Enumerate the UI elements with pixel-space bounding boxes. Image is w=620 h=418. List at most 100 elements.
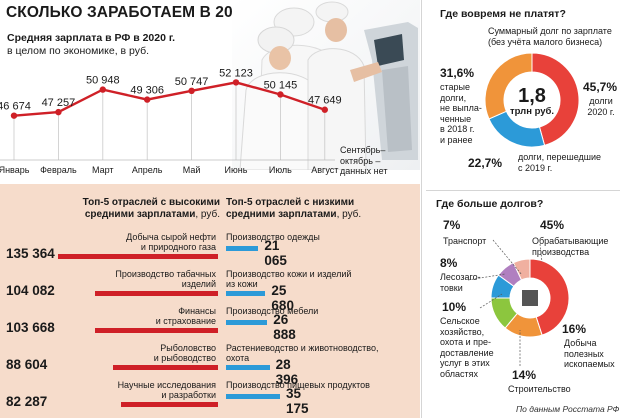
- debt-total: 1,8 трлн руб.: [504, 86, 560, 117]
- industry-label-line: Производство пищевых продуктов: [226, 380, 370, 390]
- sector-donut-chart: [490, 258, 570, 338]
- agriculture-label-line: доставление: [440, 347, 494, 358]
- month-label: Май: [183, 165, 201, 175]
- industry-label-line: и страхование: [155, 316, 216, 326]
- logging-label-line: товки: [440, 282, 463, 293]
- column-divider: [421, 0, 422, 418]
- manufacturing-label-line: производства: [532, 246, 590, 257]
- month-label: Январь: [0, 165, 30, 175]
- industry-bar: [113, 365, 218, 370]
- old-debt-label-line: в 2018 г.: [440, 124, 475, 134]
- industry-bar: [226, 365, 270, 370]
- heading-unit: , руб.: [195, 209, 220, 220]
- industry-label: Рыболовство и рыбоводство: [60, 343, 216, 363]
- slice-manufacturing: [529, 258, 570, 336]
- debt-2020-label-line: 2020 г.: [587, 106, 615, 117]
- month-label: Март: [92, 165, 114, 175]
- leader-lines: [467, 239, 543, 366]
- point-label: 50 145: [264, 79, 298, 91]
- debt-donut-chart: [484, 52, 580, 148]
- industry-value: 28 396: [275, 357, 299, 387]
- industry-label-line: Производство мебели: [226, 306, 319, 316]
- center-square: [522, 290, 538, 306]
- industry-label: Производство кожи и изделий из кожи: [226, 269, 416, 289]
- industry-value: 25 680: [271, 283, 294, 313]
- mining-label-line: ископаемых: [564, 359, 615, 369]
- industry-bar: [94, 291, 218, 296]
- high-salary-heading: Топ-5 отраслей с высокими средними зарпл…: [60, 197, 220, 221]
- industry-label-line: Рыболовство: [160, 343, 216, 353]
- debt-2019-label-line: долги, перешедшие: [518, 152, 602, 162]
- industry-label-line: Добыча сырой нефти: [126, 232, 216, 242]
- mining-pct: 16%: [562, 322, 587, 336]
- debt-2020-label-line: долги: [589, 96, 613, 106]
- debt-total-unit: трлн руб.: [509, 106, 555, 117]
- salary-point: [10, 112, 18, 119]
- industry-bar: [226, 394, 280, 399]
- page-title: СКОЛЬКО ЗАРАБОТАЕМ В 2020-М?: [6, 4, 278, 21]
- source-note: По данным Росстата РФ: [516, 404, 620, 414]
- debt-subtitle: Суммарный долг по зарплате (без учёта ма…: [488, 26, 618, 47]
- old-debt-label-line: долги,: [440, 92, 467, 103]
- industry-value: 103 668: [6, 320, 55, 335]
- industry-bar: [58, 254, 218, 259]
- subtitle-line: (без учёта малого бизнеса): [488, 36, 603, 47]
- industry-value: 88 604: [6, 357, 48, 372]
- point-label: 46 674: [0, 101, 31, 113]
- old-debt-label-line: и ранее: [440, 134, 473, 145]
- debt-2019-label: долги, перешедшие с 2019 г.: [518, 152, 618, 173]
- salary-line-chart: 46 674 Январь 47 257 Февраль 50 948 Март 49 30…: [0, 67, 342, 175]
- heading-line: средними зарплатами: [226, 209, 337, 220]
- debt-2019-label-line: с 2019 г.: [518, 162, 553, 173]
- debt-total-value: 1,8: [518, 85, 546, 107]
- mining-label-line: полезных: [564, 348, 604, 359]
- note-line: октябрь –: [340, 155, 381, 166]
- agriculture-label-line: хозяйство,: [440, 326, 485, 337]
- industry-label: Производство мебели: [226, 306, 416, 316]
- industry-label-line: и разработки: [161, 390, 216, 400]
- industry-label: Добыча сырой нефти и природного газа: [60, 232, 216, 252]
- debt-2019-pct: 22,7%: [468, 156, 503, 170]
- salary-line: [13, 81, 326, 117]
- slice-transport: [512, 258, 531, 281]
- salary-point: [144, 96, 151, 103]
- industry-label: Производство одежды: [226, 232, 416, 242]
- industry-label: Научные исследования и разработки: [60, 380, 216, 400]
- transport-label: Транспорт: [443, 236, 487, 246]
- section-divider: [426, 190, 620, 191]
- chart-subtitle: Средняя зарплата в РФ в 2020 г. в целом …: [7, 32, 207, 58]
- subtitle-bold: Средняя зарплата в РФ в 2020 г.: [7, 32, 176, 44]
- old-debt-label: старые долги, не выпла-ченные в 2018 г. и ра…: [440, 82, 486, 145]
- industry-label-line: Производство табачных: [115, 269, 216, 279]
- month-label: Июль: [269, 165, 292, 175]
- subtitle-line: Суммарный долг по зарплате: [488, 26, 612, 36]
- point-label: 50 747: [175, 76, 209, 88]
- old-debt-label-line: старые: [440, 82, 471, 92]
- industry-label-line: Научные исследования: [117, 380, 216, 390]
- old-debt-label-line: не выпла-: [440, 103, 482, 113]
- mining-label-line: Добыча: [564, 338, 597, 348]
- salary-point: [277, 91, 284, 98]
- slice-old-debt: [484, 52, 533, 120]
- industry-panel: [0, 184, 420, 418]
- month-label: Август: [311, 165, 338, 175]
- industry-bar: [226, 320, 268, 325]
- month-label: Апрель: [132, 165, 163, 175]
- industry-label-line: и рыбоводство: [153, 353, 216, 363]
- industry-bar: [226, 246, 259, 251]
- salary-point: [232, 79, 240, 86]
- industry-value: 82 287: [6, 394, 48, 409]
- old-debt-pct: 31,6%: [440, 66, 475, 80]
- low-salary-heading: Топ-5 отраслей с низкими средними зарпла…: [226, 197, 416, 221]
- salary-point: [188, 87, 195, 95]
- construction-pct: 14%: [512, 368, 537, 382]
- salary-point: [99, 86, 107, 93]
- heading-line: средними зарплатами: [84, 209, 196, 220]
- debt-title: Где вовремя не платят?: [440, 8, 566, 20]
- manufacturing-label: Обрабатывающие производства: [532, 236, 608, 257]
- logging-pct: 8%: [440, 256, 458, 270]
- transport-pct: 7%: [443, 218, 461, 232]
- missing-data-note: Сентябрь– октябрь – данных нет: [340, 145, 387, 177]
- workers-photo: [232, 0, 420, 170]
- month-label: Февраль: [40, 165, 77, 175]
